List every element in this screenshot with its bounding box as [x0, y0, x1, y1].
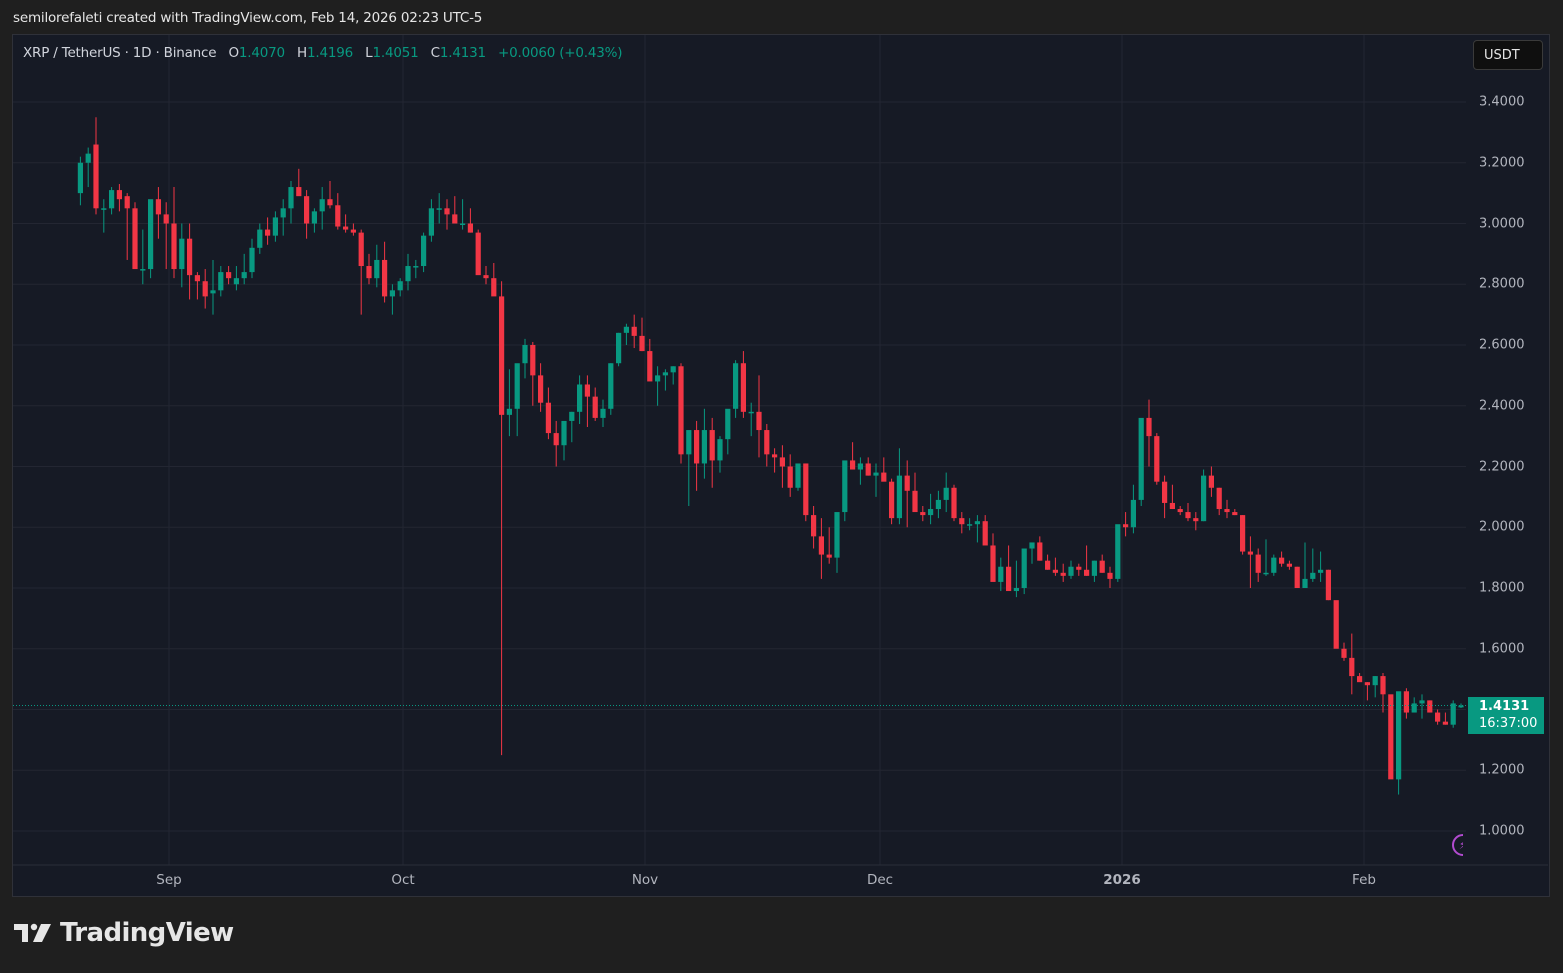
close-key: C	[430, 45, 440, 61]
price-tick-label: 2.2000	[1479, 459, 1525, 474]
price-tick-label: 3.2000	[1479, 155, 1525, 171]
price-tick-label: 1.6000	[1479, 641, 1525, 657]
lightning-icon[interactable]: ⚡	[1452, 834, 1463, 856]
time-tick-label: Oct	[391, 872, 415, 888]
price-tick-label: 2.0000	[1479, 519, 1525, 535]
chart-credit: semilorefaleti created with TradingView.…	[13, 10, 483, 26]
time-tick-label: Sep	[156, 872, 182, 888]
brand-name: TradingView	[60, 918, 234, 948]
currency-button[interactable]: USDT	[1473, 40, 1543, 70]
price-tick-label: 1.8000	[1479, 580, 1525, 596]
symbol-label[interactable]: XRP / TetherUS · 1D · Binance	[23, 45, 217, 61]
change-value: +0.0060 (+0.43%)	[497, 45, 623, 61]
last-price-label: 1.4131 16:37:00	[1468, 697, 1544, 734]
low-key: L	[365, 45, 373, 61]
price-tick-label: 2.6000	[1479, 337, 1525, 353]
time-tick-label: Dec	[866, 872, 894, 888]
tradingview-logo-icon	[14, 923, 51, 942]
low-value: 1.4051	[372, 45, 419, 61]
high-value: 1.4196	[307, 45, 354, 61]
time-tick-label: 2026	[1103, 872, 1141, 888]
ohlc-legend: XRP / TetherUS · 1D · Binance O1.4070 H1…	[23, 45, 623, 61]
price-tick-label: 1.2000	[1479, 762, 1525, 778]
price-tick-label: 3.0000	[1479, 216, 1525, 231]
time-tick-label: Feb	[1352, 872, 1376, 888]
high-key: H	[297, 45, 307, 61]
open-key: O	[228, 45, 239, 61]
price-tick-label: 3.4000	[1479, 94, 1525, 110]
tradingview-logo: TradingView	[14, 918, 234, 948]
open-value: 1.4070	[238, 45, 285, 61]
close-value: 1.4131	[439, 45, 486, 61]
bar-countdown: 16:37:00	[1479, 716, 1538, 731]
price-tick-label: 2.8000	[1479, 276, 1525, 292]
time-tick-label: Nov	[631, 872, 659, 888]
price-tick-label: 2.4000	[1479, 398, 1525, 414]
last-price-value: 1.4131	[1479, 699, 1530, 714]
price-tick-label: 1.0000	[1479, 823, 1525, 839]
